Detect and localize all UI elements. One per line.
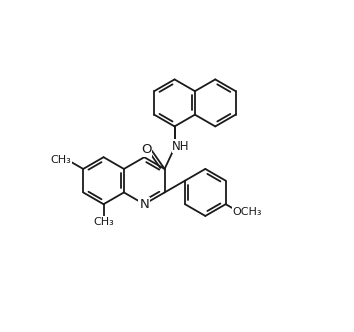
- Text: NH: NH: [172, 139, 190, 152]
- Text: OCH₃: OCH₃: [233, 207, 262, 217]
- Text: O: O: [141, 143, 151, 156]
- Text: N: N: [139, 198, 149, 211]
- Text: CH₃: CH₃: [93, 217, 114, 227]
- Text: CH₃: CH₃: [50, 155, 71, 165]
- Text: NH: NH: [172, 139, 190, 152]
